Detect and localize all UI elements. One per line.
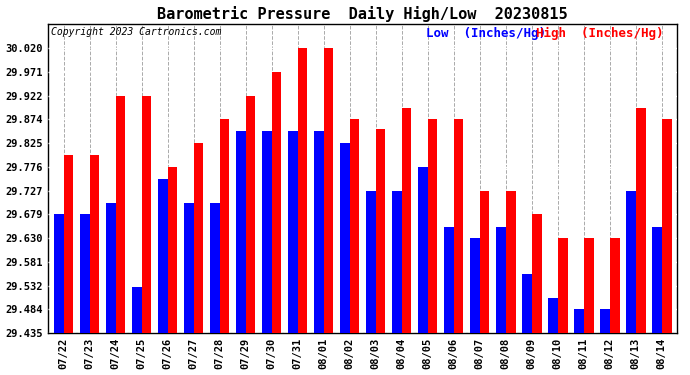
Bar [314, 131, 324, 333]
Text: High  (Inches/Hg): High (Inches/Hg) [535, 27, 663, 40]
Bar [366, 191, 375, 333]
Bar [246, 96, 255, 333]
Bar [558, 238, 567, 333]
Bar [522, 274, 531, 333]
Bar [470, 238, 480, 333]
Bar [168, 167, 177, 333]
Bar [90, 155, 99, 333]
Bar [548, 298, 558, 333]
Bar [210, 202, 219, 333]
Bar [194, 143, 204, 333]
Bar [402, 108, 411, 333]
Bar [428, 119, 437, 333]
Bar [480, 191, 489, 333]
Bar [272, 72, 282, 333]
Bar [652, 226, 662, 333]
Bar [417, 167, 428, 333]
Bar [375, 129, 386, 333]
Title: Barometric Pressure  Daily High/Low  20230815: Barometric Pressure Daily High/Low 20230… [157, 6, 568, 21]
Bar [106, 202, 115, 333]
Bar [610, 238, 620, 333]
Bar [297, 48, 308, 333]
Bar [584, 238, 593, 333]
Bar [574, 309, 584, 333]
Bar [157, 179, 168, 333]
Bar [506, 191, 515, 333]
Bar [495, 226, 506, 333]
Bar [392, 191, 402, 333]
Bar [339, 143, 350, 333]
Bar [63, 155, 73, 333]
Bar [324, 48, 333, 333]
Bar [219, 119, 230, 333]
Text: Low  (Inches/Hg): Low (Inches/Hg) [426, 27, 546, 40]
Bar [141, 96, 151, 333]
Bar [132, 287, 141, 333]
Bar [635, 108, 646, 333]
Bar [115, 96, 126, 333]
Bar [288, 131, 297, 333]
Bar [262, 131, 272, 333]
Bar [626, 191, 635, 333]
Bar [79, 214, 90, 333]
Bar [54, 214, 63, 333]
Bar [444, 226, 453, 333]
Text: Copyright 2023 Cartronics.com: Copyright 2023 Cartronics.com [51, 27, 221, 37]
Bar [662, 119, 671, 333]
Bar [453, 119, 464, 333]
Bar [531, 214, 542, 333]
Bar [184, 202, 194, 333]
Bar [350, 119, 359, 333]
Bar [600, 309, 610, 333]
Bar [236, 131, 246, 333]
